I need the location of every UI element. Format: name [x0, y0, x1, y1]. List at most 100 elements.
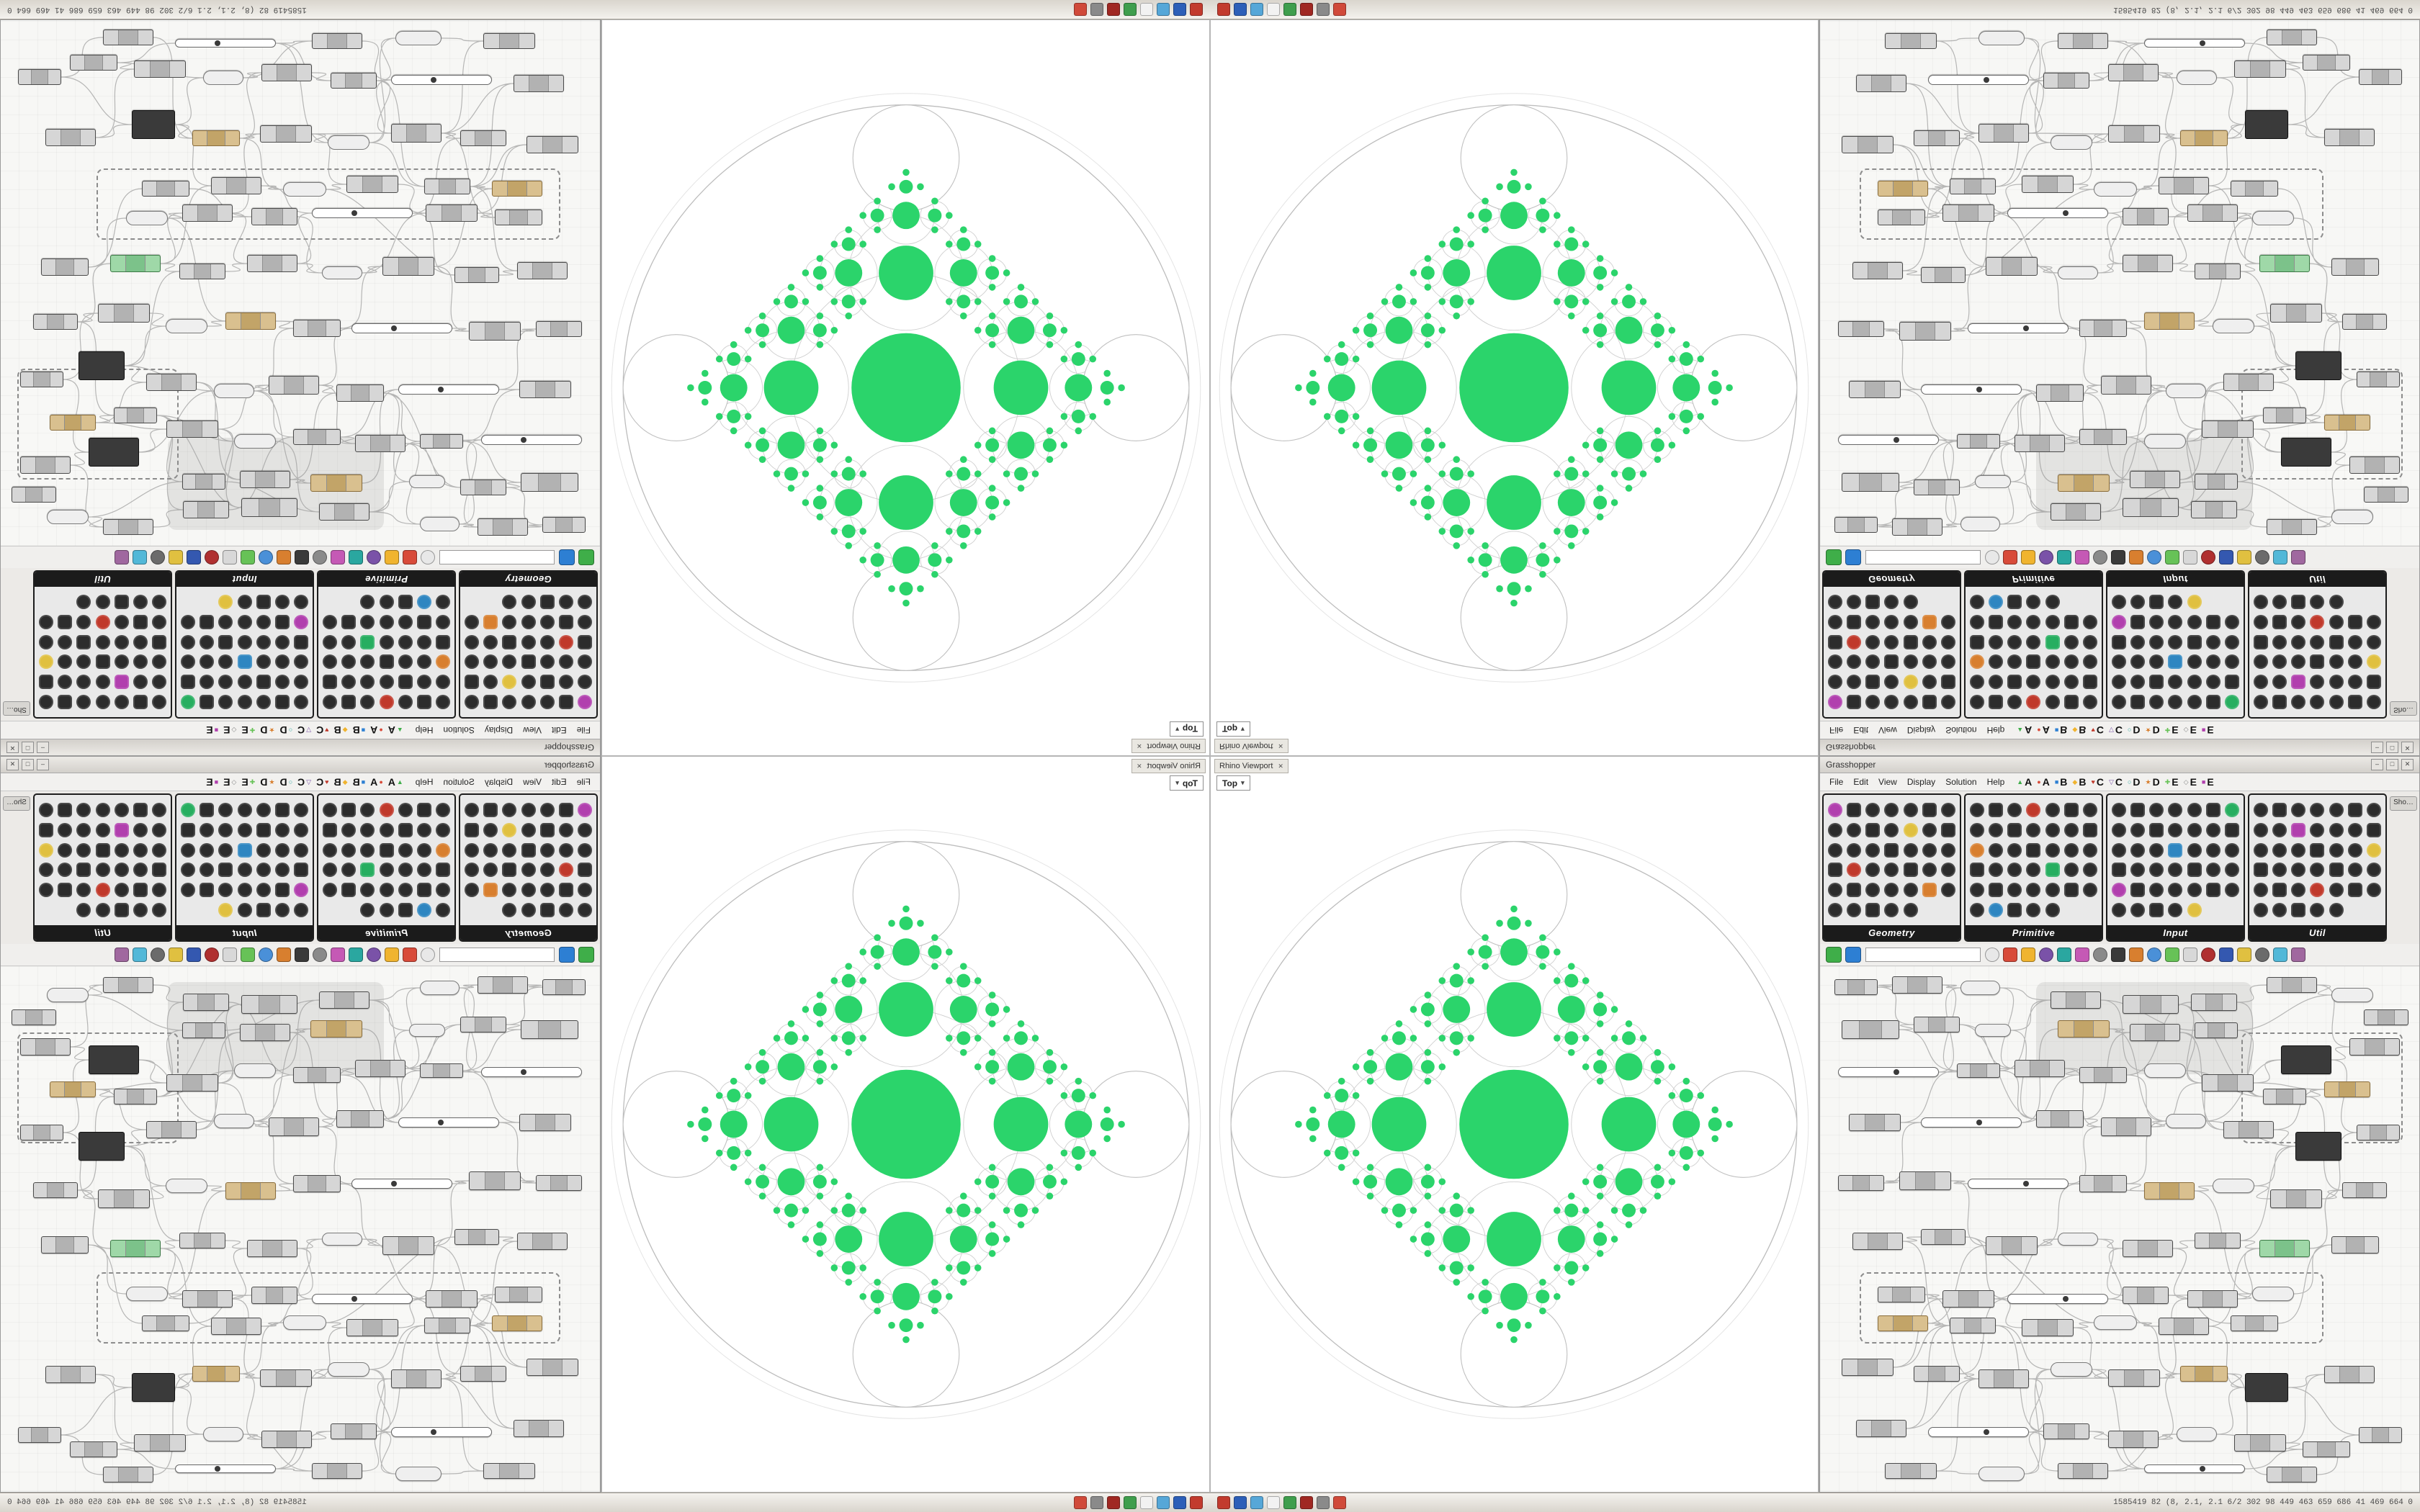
toolbar-blue-icon[interactable]	[1845, 549, 1861, 565]
gh-node[interactable]	[1834, 979, 1878, 995]
component-icon[interactable]	[2045, 883, 2060, 898]
component-icon[interactable]	[76, 654, 91, 670]
gh-node[interactable]	[391, 75, 492, 85]
component-icon[interactable]	[521, 883, 536, 898]
menu-item-display[interactable]: Display	[484, 725, 514, 735]
component-icon[interactable]	[2187, 903, 2202, 918]
component-icon[interactable]	[398, 883, 413, 898]
gh-node[interactable]	[79, 1132, 125, 1161]
toolbar-icon[interactable]	[2075, 948, 2089, 962]
component-icon[interactable]	[2026, 822, 2041, 837]
component-icon[interactable]	[1884, 842, 1899, 858]
component-icon[interactable]	[151, 842, 166, 858]
gh-node[interactable]	[45, 1366, 96, 1383]
toolbar-icon[interactable]	[2147, 948, 2161, 962]
component-icon[interactable]	[1865, 842, 1881, 858]
gh-node[interactable]	[2342, 314, 2387, 330]
component-icon[interactable]	[1884, 802, 1899, 817]
viewport-panel-tab[interactable]: Rhino Viewport ✕	[1131, 739, 1206, 753]
toolbar-blue-icon[interactable]	[1845, 947, 1861, 963]
component-icon[interactable]	[151, 903, 166, 918]
gh-node[interactable]	[312, 33, 362, 49]
view-title-button[interactable]: Top ▾	[1216, 721, 1250, 737]
component-icon[interactable]	[2291, 675, 2306, 690]
component-icon[interactable]	[1828, 634, 1843, 649]
toolbar-icon[interactable]	[169, 948, 183, 962]
gh-node[interactable]	[1842, 1020, 1899, 1039]
component-icon[interactable]	[539, 594, 555, 609]
menu-item-display[interactable]: Display	[1906, 777, 1936, 787]
gh-node[interactable]	[1960, 981, 2000, 995]
gh-node[interactable]	[355, 1060, 405, 1077]
component-tab-e[interactable]: ✚ E	[2165, 776, 2179, 788]
gh-node[interactable]	[391, 124, 442, 143]
component-icon[interactable]	[76, 614, 91, 629]
component-icon[interactable]	[58, 842, 73, 858]
gh-node[interactable]	[2079, 320, 2127, 337]
component-tab-c[interactable]: ♥ C	[316, 776, 328, 788]
component-icon[interactable]	[114, 614, 129, 629]
component-icon[interactable]	[2045, 903, 2060, 918]
component-icon[interactable]	[1989, 802, 2004, 817]
component-icon[interactable]	[1940, 842, 1955, 858]
toolbar-icon[interactable]	[2237, 948, 2251, 962]
component-icon[interactable]	[1828, 802, 1843, 817]
component-icon[interactable]	[114, 695, 129, 710]
toolbar-icon[interactable]	[367, 948, 381, 962]
gh-node[interactable]	[269, 376, 319, 395]
component-icon[interactable]	[1865, 594, 1881, 609]
component-icon[interactable]	[1922, 654, 1937, 670]
viewport-panel-tab[interactable]: Rhino Viewport ✕	[1214, 759, 1289, 773]
toolbar-icon[interactable]	[313, 550, 327, 564]
component-icon[interactable]	[1865, 675, 1881, 690]
gh-node[interactable]	[2331, 988, 2373, 1002]
component-icon[interactable]	[1884, 695, 1899, 710]
component-icon[interactable]	[2272, 695, 2287, 710]
gh-node[interactable]	[70, 55, 117, 71]
component-icon[interactable]	[200, 695, 215, 710]
gh-node[interactable]	[2079, 1067, 2127, 1083]
component-icon[interactable]	[1865, 903, 1881, 918]
component-icon[interactable]	[2063, 863, 2079, 878]
component-icon[interactable]	[2130, 802, 2146, 817]
component-icon[interactable]	[416, 594, 431, 609]
gh-node[interactable]	[1878, 1287, 1925, 1302]
component-icon[interactable]	[39, 802, 54, 817]
gh-node[interactable]	[2180, 130, 2228, 146]
grasshopper-titlebar[interactable]: Grasshopper – □ ✕	[1, 757, 600, 773]
component-icon[interactable]	[2168, 802, 2183, 817]
component-icon[interactable]	[502, 863, 517, 878]
component-icon[interactable]	[237, 634, 252, 649]
toolbar-icon[interactable]	[2129, 948, 2143, 962]
view-title-button[interactable]: Top ▾	[1170, 721, 1204, 737]
component-icon[interactable]	[1847, 903, 1862, 918]
gh-node[interactable]	[142, 1315, 189, 1331]
gh-node[interactable]	[261, 1431, 312, 1448]
gh-node[interactable]	[182, 1022, 225, 1038]
gh-node[interactable]	[2331, 510, 2373, 524]
gh-node[interactable]	[261, 64, 312, 81]
palette-overflow-tab[interactable]: Sho…	[3, 796, 30, 811]
component-icon[interactable]	[1940, 634, 1955, 649]
component-icon[interactable]	[416, 802, 431, 817]
component-icon[interactable]	[1940, 883, 1955, 898]
gh-node[interactable]	[182, 474, 225, 490]
gh-node[interactable]	[1856, 1420, 1906, 1437]
component-icon[interactable]	[95, 675, 110, 690]
gh-node[interactable]	[293, 320, 341, 337]
component-icon[interactable]	[2347, 802, 2362, 817]
component-icon[interactable]	[2045, 654, 2060, 670]
gh-node[interactable]	[2202, 1074, 2254, 1092]
component-icon[interactable]	[114, 675, 129, 690]
component-icon[interactable]	[274, 614, 290, 629]
gh-node[interactable]	[134, 60, 186, 78]
component-icon[interactable]	[2224, 634, 2239, 649]
component-icon[interactable]	[502, 654, 517, 670]
component-icon[interactable]	[1903, 614, 1918, 629]
gh-node[interactable]	[1978, 1369, 2029, 1388]
rhino-viewport[interactable]: Rhino Viewport ✕ Top ▾	[1210, 756, 1819, 1493]
gh-node[interactable]	[2195, 264, 2241, 279]
node-canvas[interactable]	[1820, 20, 2419, 546]
component-icon[interactable]	[2366, 675, 2381, 690]
component-icon[interactable]	[2224, 883, 2239, 898]
